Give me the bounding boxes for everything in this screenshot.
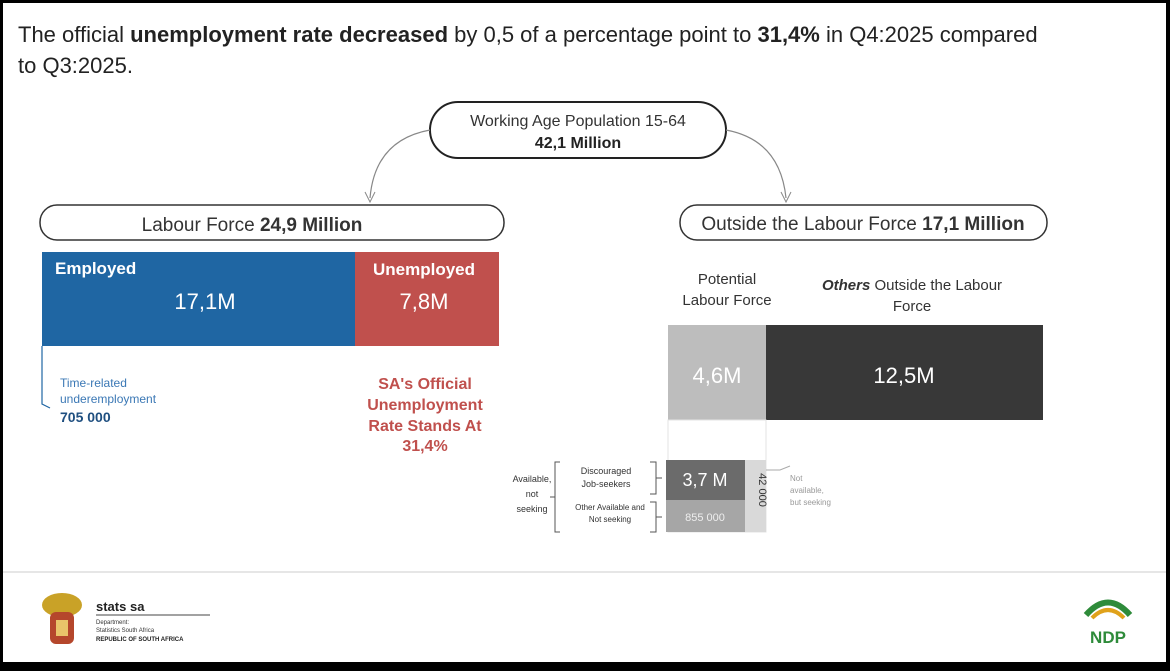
not-available-label: but seeking <box>790 498 831 507</box>
title-text: The official <box>18 22 130 47</box>
others-label: Others Outside the Labour <box>822 277 1002 294</box>
not-available-label: available, <box>790 486 824 495</box>
connector <box>725 129 787 199</box>
others-value: 12,5M <box>873 363 934 388</box>
dept-text: REPUBLIC OF SOUTH AFRICA <box>96 637 184 643</box>
title-bold: unemployment rate decreased <box>130 22 448 47</box>
potential-value: 4,6M <box>693 363 742 388</box>
available-label: not <box>526 489 539 499</box>
working-age-value: 42,1 Million <box>535 135 621 152</box>
rate-note-line: Rate Stands At <box>368 418 482 435</box>
employed-block <box>42 252 355 346</box>
employed-value: 17,1M <box>174 289 235 314</box>
discouraged-label: Job-seekers <box>581 479 631 489</box>
underemployment-text: underemployment <box>60 392 157 406</box>
other-available-value: 855 000 <box>685 512 725 524</box>
others-label: Force <box>893 298 931 315</box>
title: The official unemployment rate decreased… <box>18 22 1044 78</box>
label-text: Labour Force <box>142 215 260 236</box>
potential-label: Labour Force <box>682 292 771 309</box>
dept-text: Statistics South Africa <box>96 628 155 634</box>
stats-sa-logo <box>42 593 82 644</box>
labour-force-pill <box>39 204 505 241</box>
discouraged-block <box>666 460 745 500</box>
bracket <box>550 461 560 533</box>
others-bold: Others <box>822 277 870 294</box>
potential-block <box>668 325 766 420</box>
others-block <box>766 325 1043 420</box>
not-available-labels: Not available, but seeking <box>790 474 831 507</box>
ndp-text: NDP <box>1090 628 1126 647</box>
other-available-label: Other Available and <box>575 503 645 512</box>
arrowhead <box>780 191 792 204</box>
title-text: in Q4:2025 compared <box>820 22 1038 47</box>
logo-crest <box>42 593 82 617</box>
others-text: Outside the Labour <box>870 277 1002 294</box>
other-available-block <box>666 500 745 532</box>
not-available-value: 42 000 <box>756 473 768 507</box>
bracket <box>650 461 662 495</box>
label-value: 24,9 Million <box>260 215 362 236</box>
connector <box>369 129 431 199</box>
title-text: to Q3:2025. <box>18 53 133 78</box>
logo-shield-inner <box>56 620 68 636</box>
label-text: Outside the Labour Force <box>701 214 922 235</box>
title-text: by 0,5 of a percentage point to <box>448 22 757 47</box>
available-label: seeking <box>516 504 547 514</box>
underemployment-connector <box>41 346 51 409</box>
org-name: stats sa <box>96 599 145 614</box>
bracket <box>650 501 662 533</box>
unemployed-block <box>355 252 499 346</box>
ndp-logo: NDP <box>1083 599 1133 647</box>
label-value: 17,1 Million <box>922 214 1024 235</box>
other-available-label: Not seeking <box>589 515 631 524</box>
not-available-block <box>745 460 766 532</box>
rate-note-line: SA's Official <box>378 376 472 393</box>
connector <box>766 465 791 471</box>
employed-label: Employed <box>55 259 136 278</box>
rate-note: SA's Official Unemployment Rate Stands A… <box>367 376 483 455</box>
title-bold: 31,4% <box>757 22 819 47</box>
breakdown-labels: Available, not seeking Discouraged Job-s… <box>513 466 645 524</box>
unemployed-label: Unemployed <box>373 260 475 279</box>
outside-label: Outside the Labour Force 17,1 Million <box>701 214 1024 235</box>
ndp-arc <box>1083 599 1133 618</box>
discouraged-value: 3,7 M <box>682 470 727 490</box>
available-label: Available, <box>513 474 552 484</box>
unemployed-value: 7,8M <box>400 289 449 314</box>
potential-label: Potential <box>698 271 756 288</box>
discouraged-label: Discouraged <box>581 466 632 476</box>
rate-note-line: Unemployment <box>367 397 483 414</box>
dept-text: Department: <box>96 620 129 626</box>
rate-note-line: 31,4% <box>402 438 447 455</box>
labour-force-label: Labour Force 24,9 Million <box>142 215 363 236</box>
outside-pill <box>679 204 1048 241</box>
working-age-label: Working Age Population 15-64 <box>470 113 686 130</box>
arrowhead <box>364 191 376 204</box>
underemployment-value: 705 000 <box>60 409 111 425</box>
ndp-arc <box>1090 608 1126 620</box>
not-available-label: Not <box>790 474 803 483</box>
underemployment-text: Time-related <box>60 376 127 390</box>
